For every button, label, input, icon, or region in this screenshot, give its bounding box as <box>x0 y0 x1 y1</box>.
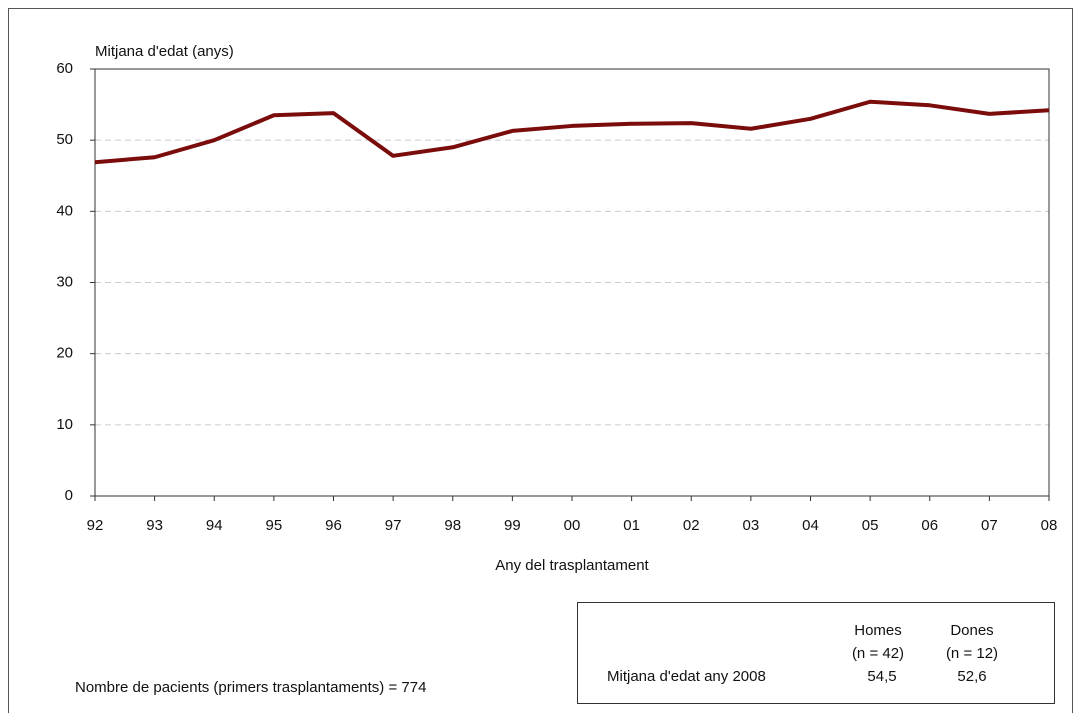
note: Nombre de pacients (primers trasplantame… <box>75 679 426 696</box>
table-header: Dones <box>950 622 993 639</box>
x-tick-label: 97 <box>385 517 402 534</box>
table-header: (n = 42) <box>852 645 904 662</box>
y-axis-label: Mitjana d'edat (anys) <box>95 43 234 60</box>
x-tick-label: 94 <box>206 517 223 534</box>
x-tick-label: 95 <box>266 517 283 534</box>
x-tick-label: 01 <box>623 517 640 534</box>
table-header: (n = 12) <box>946 645 998 662</box>
x-tick-label: 05 <box>862 517 879 534</box>
y-tick-label: 40 <box>56 202 73 219</box>
y-tick-label: 60 <box>56 60 73 77</box>
table-row-label: Mitjana d'edat any 2008 <box>607 668 766 685</box>
y-tick-label: 10 <box>56 416 73 433</box>
y-tick-label: 0 <box>65 487 73 504</box>
x-tick-label: 03 <box>743 517 760 534</box>
table-cell: 54,5 <box>867 668 896 685</box>
data-line <box>94 99 1050 165</box>
y-tick-label: 20 <box>56 345 73 362</box>
x-tick-label: 02 <box>683 517 700 534</box>
x-tick-label: 92 <box>87 517 104 534</box>
x-tick-label: 04 <box>802 517 819 534</box>
x-tick-label: 96 <box>325 517 342 534</box>
x-tick-label: 98 <box>444 517 461 534</box>
x-tick-label: 06 <box>921 517 938 534</box>
x-tick-label: 00 <box>564 517 581 534</box>
x-tick-label: 07 <box>981 517 998 534</box>
summary-box <box>577 602 1055 704</box>
y-tick-label: 50 <box>56 131 73 148</box>
x-axis-label: Any del trasplantament <box>495 557 649 574</box>
table-header: Homes <box>854 622 902 639</box>
outer-frame <box>8 8 1073 713</box>
x-tick-label: 99 <box>504 517 521 534</box>
x-tick-label: 93 <box>146 517 163 534</box>
y-tick-label: 30 <box>56 273 73 290</box>
table-cell: 52,6 <box>957 668 986 685</box>
x-tick-label: 08 <box>1041 517 1058 534</box>
